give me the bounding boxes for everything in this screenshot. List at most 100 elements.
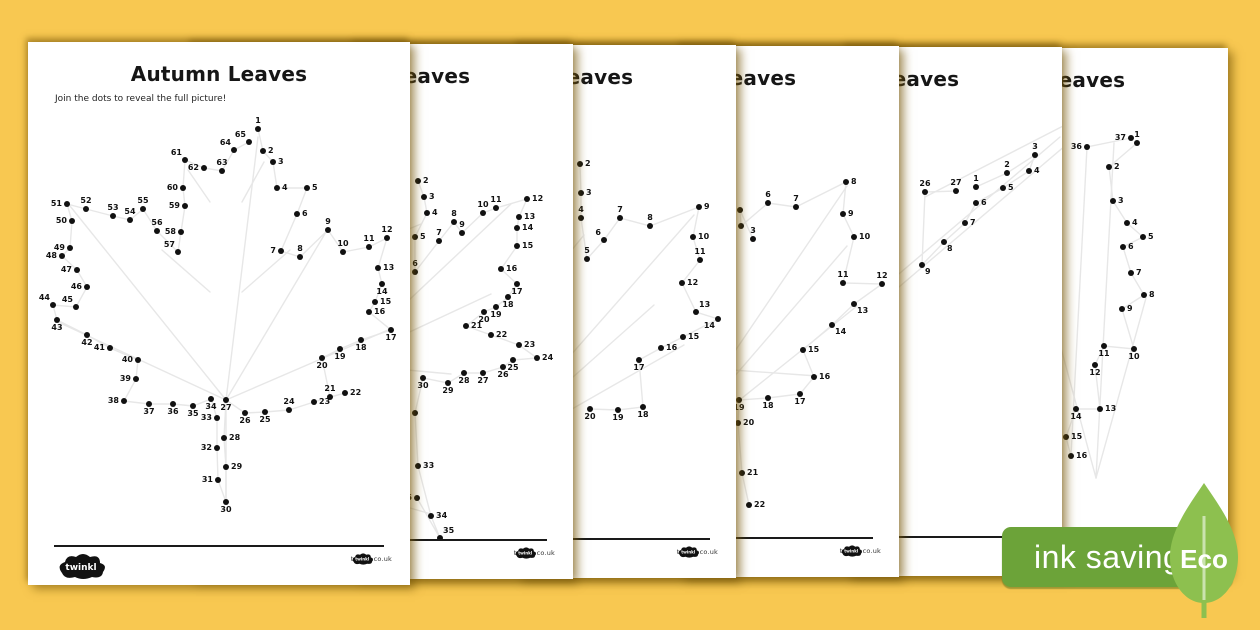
dot-6 bbox=[412, 269, 418, 275]
dot-number: 12 bbox=[532, 194, 544, 203]
dot-13 bbox=[375, 265, 381, 271]
dot-38 bbox=[121, 398, 127, 404]
dot-number: 19 bbox=[733, 403, 745, 412]
dot-15 bbox=[800, 347, 806, 353]
dot-number: 36 bbox=[1070, 142, 1082, 151]
dot-number: 10 bbox=[698, 232, 710, 241]
dot-63 bbox=[219, 168, 225, 174]
dot-19 bbox=[337, 346, 343, 352]
dot-number: 4 bbox=[432, 208, 438, 217]
dot-number: 37 bbox=[1114, 133, 1126, 142]
dot-43 bbox=[54, 317, 60, 323]
dot-40 bbox=[135, 357, 141, 363]
dot-number: 14 bbox=[835, 327, 847, 336]
dot-number: 12 bbox=[381, 225, 393, 234]
dot-number: 44 bbox=[38, 293, 50, 302]
dot-number: 58 bbox=[164, 227, 176, 236]
dot-number: 4 bbox=[1132, 218, 1138, 227]
dot-24 bbox=[286, 407, 292, 413]
dot-number: 65 bbox=[234, 130, 246, 139]
twinkl-mini-logo: twinkl bbox=[841, 545, 862, 557]
dot-number: 8 bbox=[297, 244, 303, 253]
dot-number: 62 bbox=[187, 163, 199, 172]
dot-number: 11 bbox=[694, 247, 706, 256]
dot-31 bbox=[215, 477, 221, 483]
dot-11 bbox=[493, 205, 499, 211]
dot-16 bbox=[811, 374, 817, 380]
dot-6 bbox=[973, 200, 979, 206]
dot-18 bbox=[358, 337, 364, 343]
eco-leaf-icon: Eco bbox=[1170, 483, 1238, 618]
svg-text:twinkl: twinkl bbox=[65, 563, 96, 573]
dot-30 bbox=[223, 499, 229, 505]
dot-26 bbox=[242, 410, 248, 416]
dot-number: 3 bbox=[1118, 196, 1124, 205]
dot-number: 2 bbox=[585, 159, 591, 168]
dot-number: 15 bbox=[808, 345, 820, 354]
dot-number: 3 bbox=[750, 226, 756, 235]
dot-number: 27 bbox=[220, 403, 232, 412]
dot-19 bbox=[736, 397, 742, 403]
eco-label: Eco bbox=[1180, 544, 1228, 574]
dot-5 bbox=[304, 185, 310, 191]
dot-4 bbox=[737, 207, 743, 213]
dot-number: 35 bbox=[187, 409, 199, 418]
dot-8 bbox=[941, 239, 947, 245]
dot-42 bbox=[84, 332, 90, 338]
dot-11 bbox=[1101, 343, 1107, 349]
dot-number: 1 bbox=[973, 174, 979, 183]
dot-12 bbox=[1092, 362, 1098, 368]
dot-number: 39 bbox=[119, 374, 131, 383]
dot-23 bbox=[516, 342, 522, 348]
dot-number: 1 bbox=[1134, 130, 1140, 139]
dot-number: 4 bbox=[578, 205, 584, 214]
dot-44 bbox=[50, 302, 56, 308]
dot-58 bbox=[178, 229, 184, 235]
dot-28 bbox=[221, 435, 227, 441]
dot-33 bbox=[415, 463, 421, 469]
dot-60 bbox=[180, 185, 186, 191]
dot-number: 49 bbox=[53, 243, 65, 252]
dot-number: 3 bbox=[1032, 142, 1038, 151]
dot-number: 26 bbox=[919, 179, 931, 188]
dot-number: 8 bbox=[1149, 290, 1155, 299]
dot-11 bbox=[366, 244, 372, 250]
dot-number: 16 bbox=[666, 343, 678, 352]
dot-2 bbox=[260, 148, 266, 154]
dot-30 bbox=[420, 375, 426, 381]
dot-number: 47 bbox=[60, 265, 72, 274]
dot-5 bbox=[738, 223, 744, 229]
dot-21 bbox=[739, 470, 745, 476]
dot-number: 8 bbox=[451, 209, 457, 218]
dot-number: 36 bbox=[167, 407, 179, 416]
dot-number: 52 bbox=[80, 196, 92, 205]
dot-number: 20 bbox=[584, 412, 596, 421]
dot-22 bbox=[746, 502, 752, 508]
dot-53 bbox=[110, 213, 116, 219]
dot-7 bbox=[436, 238, 442, 244]
dot-number: 14 bbox=[522, 223, 534, 232]
dot-number: 59 bbox=[168, 201, 180, 210]
dot-10 bbox=[1131, 346, 1137, 352]
dot-number: 9 bbox=[325, 217, 331, 226]
dot-26 bbox=[922, 189, 928, 195]
dot-6 bbox=[601, 237, 607, 243]
dot-number: 8 bbox=[851, 177, 857, 186]
dot-number: 1 bbox=[255, 116, 261, 125]
dot-number: 23 bbox=[524, 340, 536, 349]
dot-61 bbox=[182, 157, 188, 163]
dot-10 bbox=[480, 210, 486, 216]
dot-number: 5 bbox=[584, 246, 590, 255]
dot-28 bbox=[461, 370, 467, 376]
dot-37 bbox=[1128, 135, 1134, 141]
dot-3 bbox=[270, 159, 276, 165]
dot-33 bbox=[214, 415, 220, 421]
dot-number: 29 bbox=[442, 386, 454, 395]
dot-55 bbox=[140, 206, 146, 212]
dot-number: 35 bbox=[443, 526, 455, 535]
dot-number: 8 bbox=[647, 213, 653, 222]
dot-number: 29 bbox=[231, 462, 243, 471]
dot-number: 14 bbox=[376, 287, 388, 296]
dot-35 bbox=[190, 403, 196, 409]
dot-9 bbox=[696, 204, 702, 210]
